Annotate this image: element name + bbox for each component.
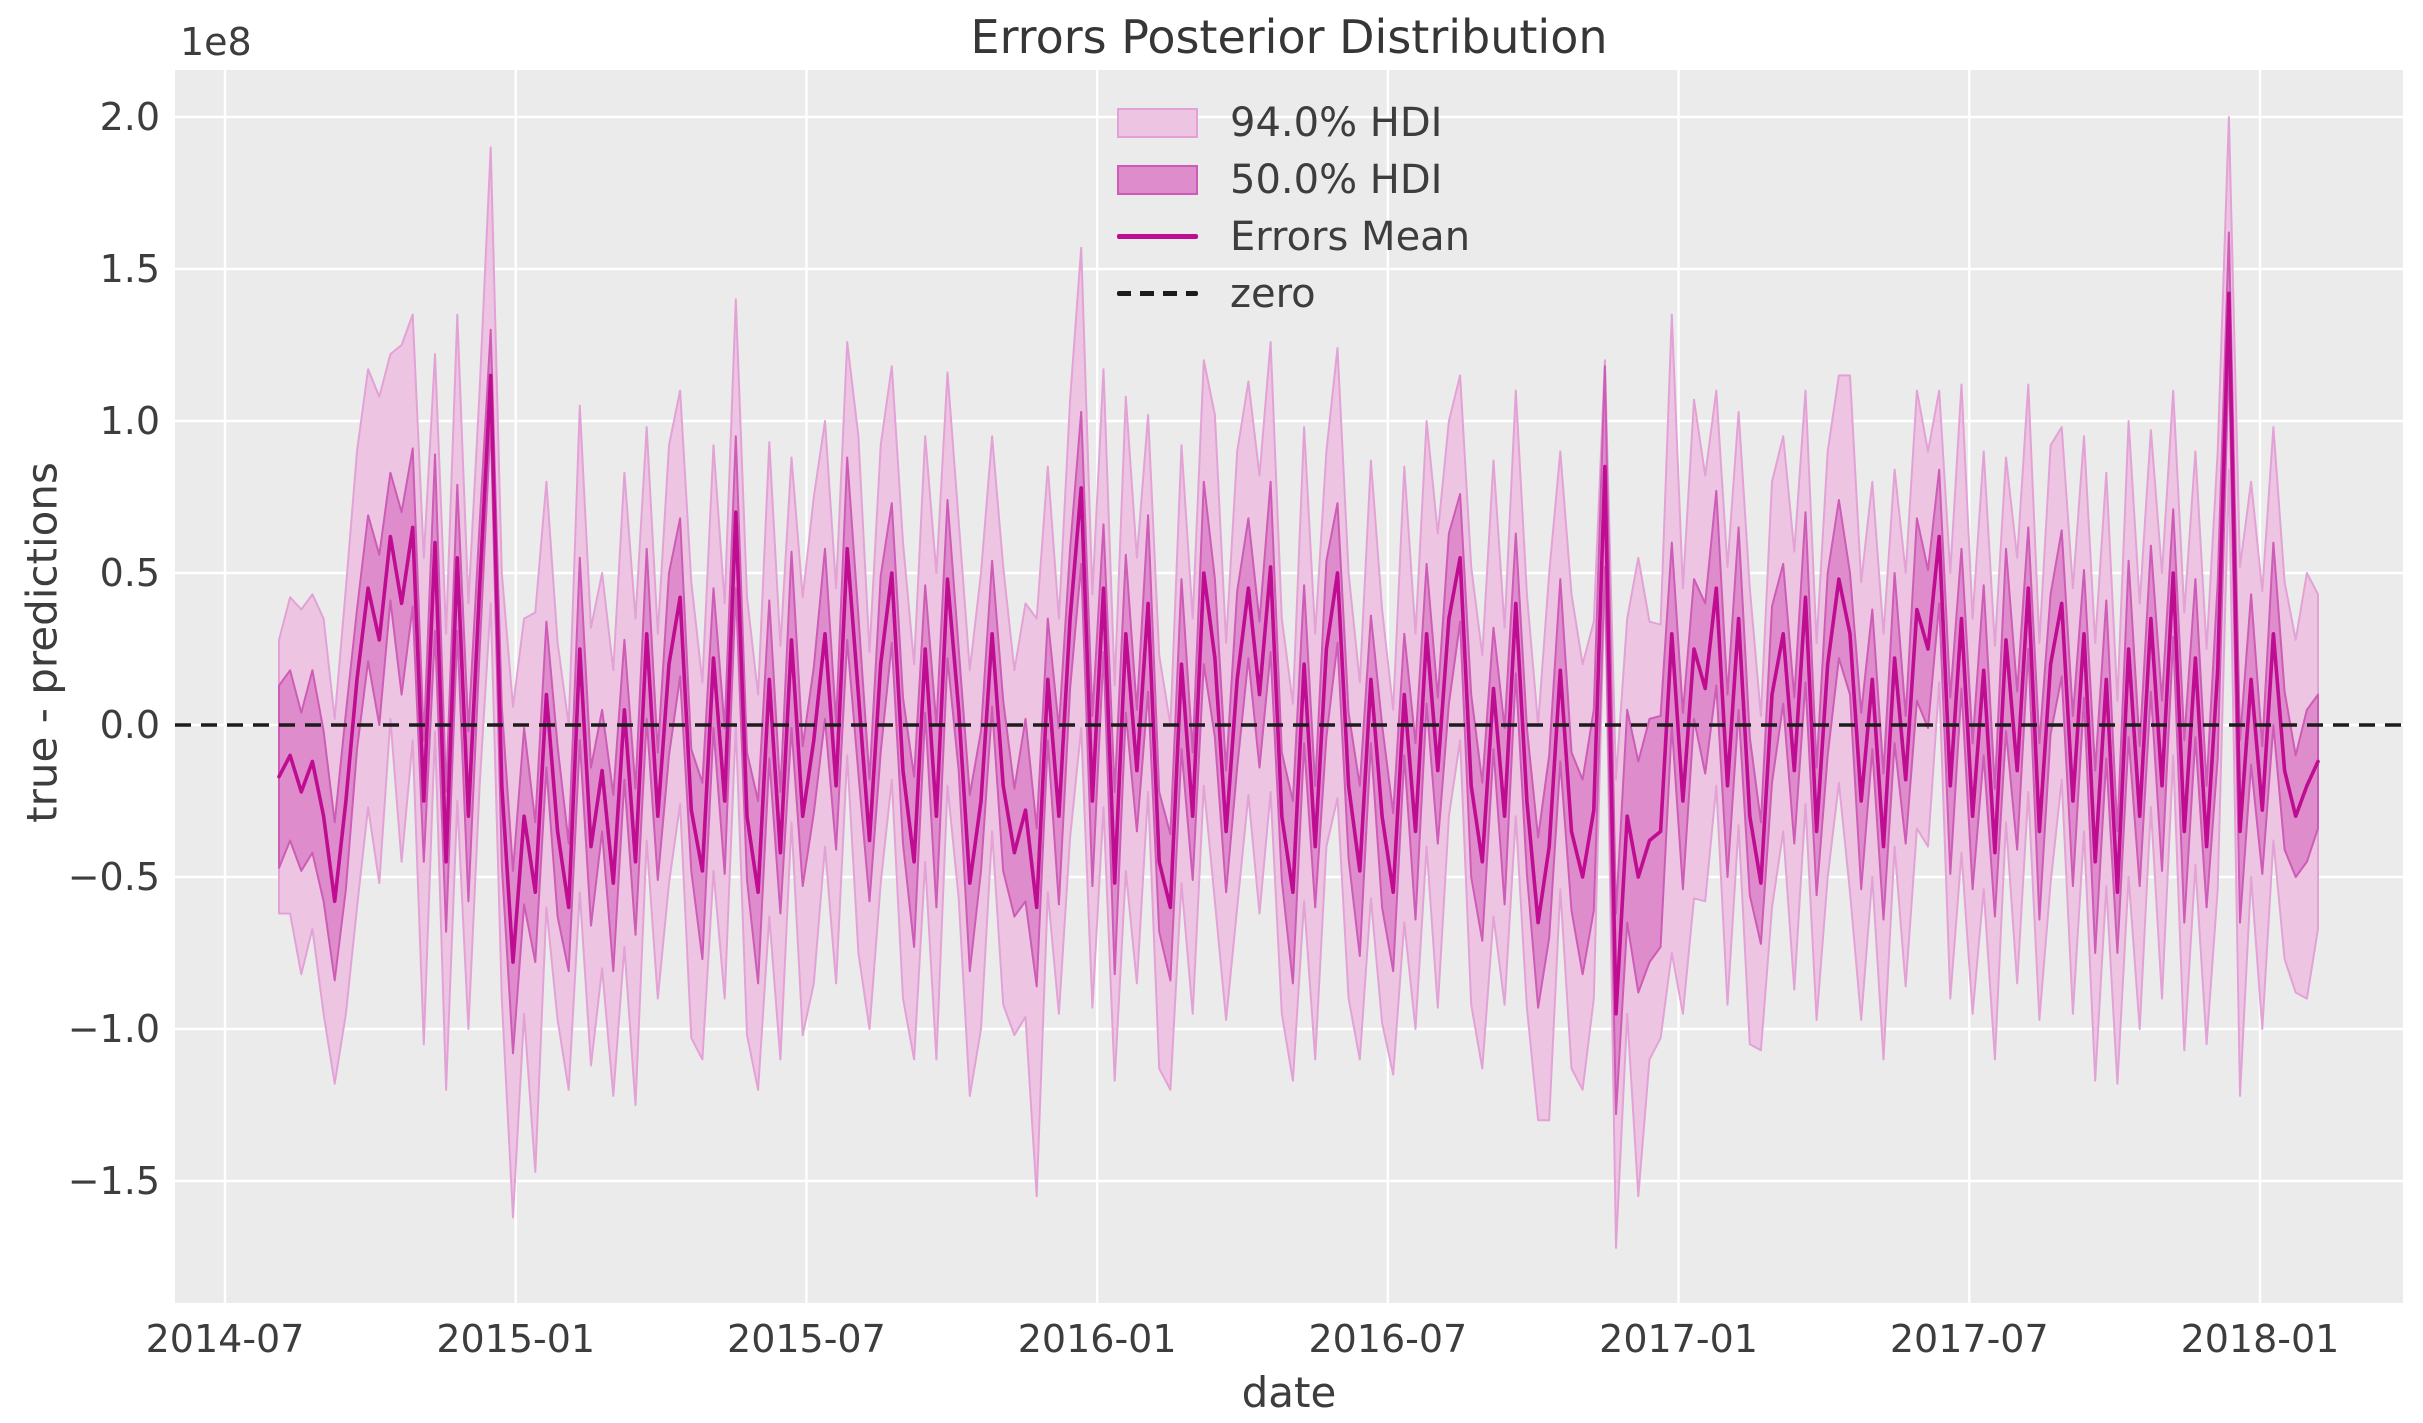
y-tick-label: 2.0 xyxy=(99,95,160,139)
x-tick-label: 2015-01 xyxy=(436,1317,596,1361)
y-tick-label: 0.0 xyxy=(99,703,160,747)
y-tick-label: 0.5 xyxy=(99,551,160,595)
x-tick-label: 2018-01 xyxy=(2180,1317,2340,1361)
x-tick-label: 2017-01 xyxy=(1599,1317,1758,1361)
legend-label-zero: zero xyxy=(1230,270,1316,317)
legend-label-mean: Errors Mean xyxy=(1230,213,1471,260)
legend-item-zero: zero xyxy=(1117,265,1470,322)
x-tick-label: 2017-07 xyxy=(1889,1317,2049,1361)
legend-item-mean: Errors Mean xyxy=(1117,208,1470,265)
legend-item-hdi50: 50.0% HDI xyxy=(1117,151,1470,208)
y-axis-offset-label: 1e8 xyxy=(180,20,252,64)
y-tick-label: −0.5 xyxy=(67,855,160,899)
errors-mean-line-swatch xyxy=(1117,234,1198,239)
hdi94-band-swatch xyxy=(1117,107,1198,138)
chart-title: Errors Posterior Distribution xyxy=(970,10,1608,64)
y-tick-label: −1.0 xyxy=(67,1007,160,1051)
y-tick-label: −1.5 xyxy=(67,1159,160,1203)
y-tick-label: 1.0 xyxy=(99,399,160,443)
legend-label-hdi50: 50.0% HDI xyxy=(1230,156,1443,203)
legend-label-hdi94: 94.0% HDI xyxy=(1230,99,1443,146)
x-tick-label: 2016-07 xyxy=(1308,1317,1468,1361)
x-axis-label: date xyxy=(1241,1368,1337,1417)
y-tick-label: 1.5 xyxy=(99,247,160,291)
x-tick-label: 2016-01 xyxy=(1017,1317,1177,1361)
y-axis-label: true - predictions xyxy=(17,462,67,823)
legend: 94.0% HDI 50.0% HDI Errors Mean zero xyxy=(1117,94,1470,322)
hdi50-band xyxy=(278,231,2319,1116)
errors-mean-line xyxy=(277,291,2320,1016)
x-tick-label: 2014-07 xyxy=(145,1317,305,1361)
legend-item-hdi94: 94.0% HDI xyxy=(1117,94,1470,151)
x-tick-label: 2015-07 xyxy=(727,1317,886,1361)
zero-line-swatch xyxy=(1117,291,1198,296)
hdi50-band-swatch xyxy=(1117,164,1198,195)
